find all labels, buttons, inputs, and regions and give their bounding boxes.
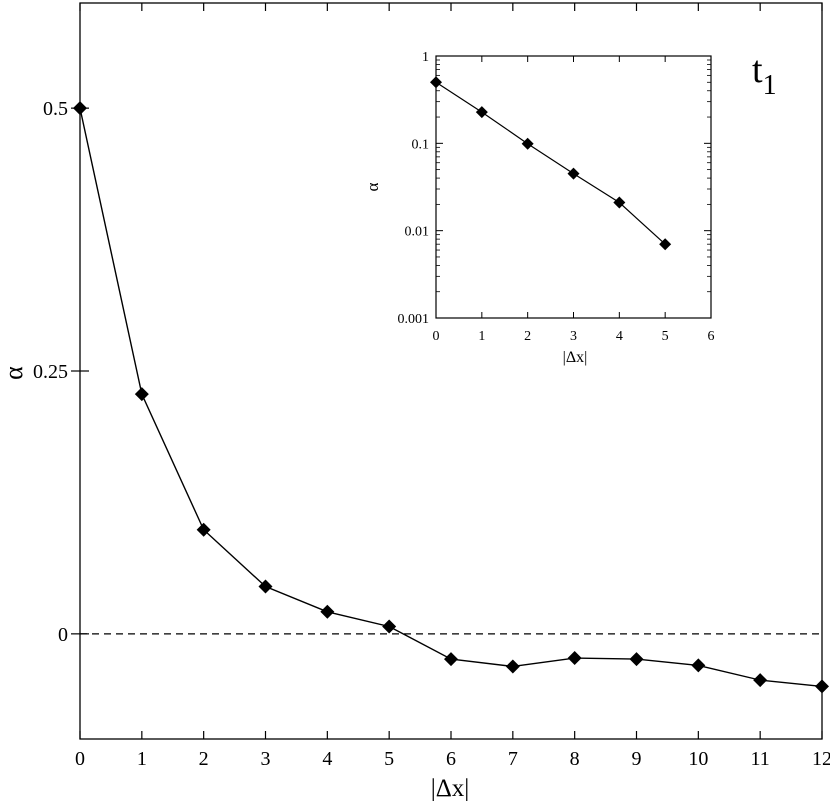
main-x-tick-label: 3 [261, 748, 271, 770]
inset-data-point [475, 106, 488, 119]
inset-x-tick-label: 4 [616, 329, 623, 344]
main-data-point [258, 579, 273, 594]
main-x-tick-label: 10 [688, 748, 708, 770]
inset-plot: 0 1 2 3 4 5 6 0.001 0.01 0.1 1 |Δx| α [363, 50, 715, 366]
inset-x-tick-label: 6 [708, 329, 715, 344]
inset-x-tick-label: 1 [478, 329, 485, 344]
main-x-tick-label: 12 [812, 748, 830, 770]
inset-data-point [613, 196, 626, 209]
inset-series [430, 76, 672, 251]
main-x-tick-label: 7 [508, 748, 518, 770]
main-data-point [134, 387, 149, 402]
inset-plot-frame [435, 55, 712, 319]
main-data-point [382, 619, 397, 634]
inset-x-tick-label: 0 [433, 329, 440, 344]
main-data-point [73, 101, 87, 116]
main-x-tick-label: 2 [199, 748, 209, 770]
main-data-point [567, 651, 582, 666]
inset-x-tick-label: 2 [524, 329, 531, 344]
panel-annotation: t1 [752, 49, 777, 101]
inset-data-point [659, 238, 672, 251]
inset-series-line [435, 81, 666, 245]
main-x-tick-label: 1 [137, 748, 147, 770]
main-x-tick-label: 11 [751, 748, 770, 770]
main-x-tick-label: 0 [75, 748, 85, 770]
main-data-point [629, 652, 644, 667]
inset-data-point [521, 137, 534, 150]
main-y-tick-label: 0.5 [43, 98, 68, 120]
panel-annotation-subscript: 1 [763, 70, 777, 101]
main-data-point [691, 658, 706, 673]
main-data-point [505, 659, 520, 674]
main-data-point [196, 522, 211, 537]
inset-y-tick-label: 0.01 [405, 225, 430, 240]
inset-x-axis-label: |Δx| [563, 349, 588, 366]
main-x-tick-label: 4 [322, 748, 332, 770]
main-data-point [815, 679, 829, 694]
inset-y-tick-label: 0.001 [398, 312, 430, 327]
inset-y-tick-label: 1 [422, 50, 429, 65]
inset-data-point [567, 167, 580, 180]
main-series [73, 101, 829, 694]
panel-annotation-main: t [752, 49, 763, 91]
main-data-point [444, 652, 458, 667]
inset-data-point [430, 76, 442, 89]
main-y-tick-label: 0 [58, 624, 68, 646]
main-x-tick-label: 5 [384, 748, 394, 770]
main-data-point [320, 604, 335, 619]
main-y-axis-label: α [0, 366, 28, 380]
main-data-point [753, 673, 768, 688]
inset-y-axis-label: α [363, 182, 382, 191]
inset-x-tick-label: 5 [662, 329, 669, 344]
inset-y-tick-label: 0.1 [412, 137, 430, 152]
inset-x-tick-label: 3 [570, 329, 577, 344]
main-y-tick-label: 0.25 [33, 361, 68, 383]
main-x-tick-label: 6 [446, 748, 456, 770]
main-x-tick-label: 8 [570, 748, 580, 770]
main-x-tick-label: 9 [632, 748, 642, 770]
main-x-axis-label: |Δx| [431, 775, 470, 801]
